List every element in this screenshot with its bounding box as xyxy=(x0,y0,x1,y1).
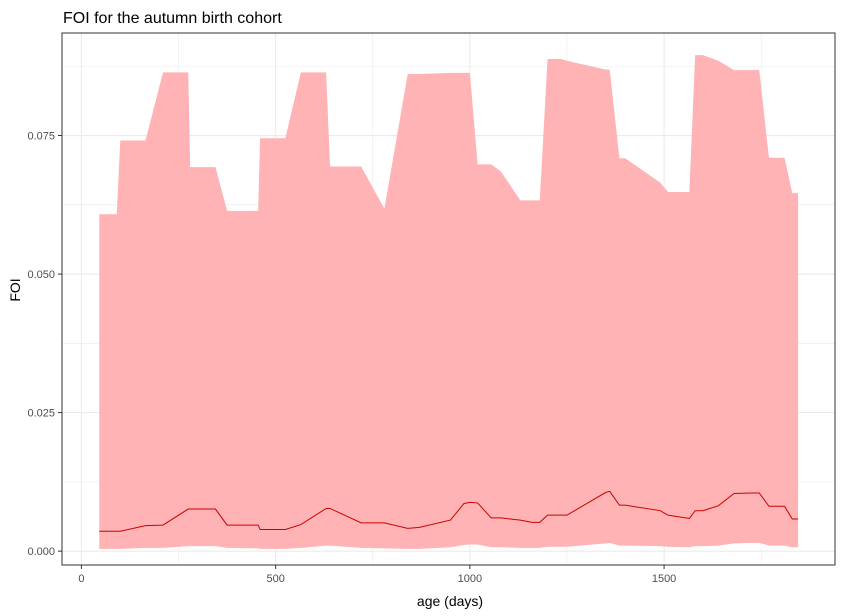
x-tick-label: 500 xyxy=(266,573,284,585)
y-tick-label: 0.075 xyxy=(27,131,55,143)
y-tick-label: 0.025 xyxy=(27,408,55,420)
y-axis: 0.000 0.025 0.050 0.075 xyxy=(27,131,62,558)
x-tick-label: 1500 xyxy=(652,573,676,585)
y-tick-label: 0.000 xyxy=(27,546,55,558)
foi-line xyxy=(99,490,799,532)
x-axis: 0 500 1000 1500 xyxy=(78,565,676,585)
y-tick-label: 0.050 xyxy=(27,269,55,281)
confidence-ribbon xyxy=(99,55,799,549)
x-tick-label: 1000 xyxy=(458,573,482,585)
y-axis-title: FOI xyxy=(7,278,23,301)
chart-title: FOI for the autumn birth cohort xyxy=(63,10,282,27)
x-tick-label: 0 xyxy=(78,573,84,585)
x-axis-title: age (days) xyxy=(417,593,483,609)
plot-panel-border xyxy=(61,32,836,566)
